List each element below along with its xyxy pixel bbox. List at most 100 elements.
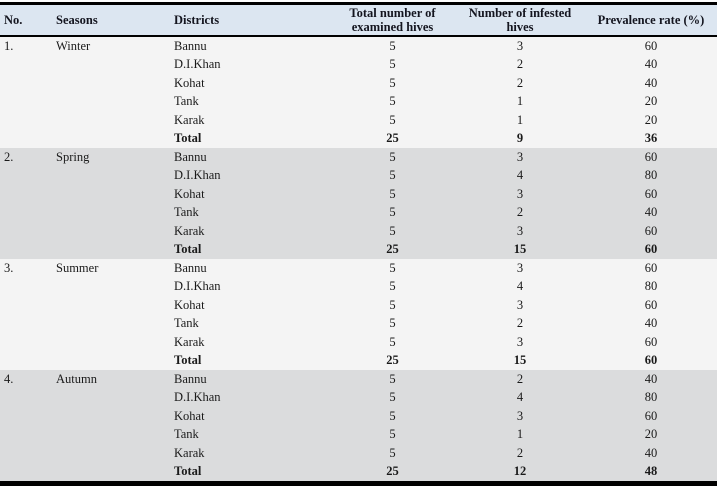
prevalence-rate-cell: 60 [585,407,717,426]
header-cell-examined-hives: Total number of examined hives [330,3,455,37]
season-cell: Spring [52,148,170,167]
table-row: Kohat 5 3 60 [0,296,717,315]
header-cell-districts: Districts [170,3,330,37]
table-row: 1. Winter Bannu 5 3 60 [0,36,717,56]
infested-hives-cell: 4 [455,166,585,185]
row-number-cell [0,222,52,241]
row-number-cell: 3. [0,259,52,278]
header-cell-seasons: Seasons [52,3,170,37]
row-number-cell [0,74,52,93]
row-number-cell [0,407,52,426]
season-cell [52,333,170,352]
prevalence-rate-cell: 20 [585,111,717,130]
infested-hives-cell: 1 [455,111,585,130]
season-cell [52,462,170,484]
examined-hives-cell: 5 [330,185,455,204]
total-infested-cell: 12 [455,462,585,484]
row-number-cell [0,388,52,407]
district-cell: Bannu [170,36,330,56]
examined-hives-cell: 5 [330,388,455,407]
examined-hives-cell: 5 [330,55,455,74]
row-number-cell [0,55,52,74]
district-cell: D.I.Khan [170,277,330,296]
table-row: Tank 5 2 40 [0,314,717,333]
season-cell [52,407,170,426]
season-cell [52,203,170,222]
examined-hives-cell: 5 [330,296,455,315]
infested-hives-cell: 1 [455,92,585,111]
examined-hives-cell: 5 [330,36,455,56]
examined-hives-cell: 5 [330,370,455,389]
row-number-cell [0,92,52,111]
examined-hives-cell: 5 [330,148,455,167]
season-cell [52,425,170,444]
district-cell: D.I.Khan [170,166,330,185]
total-examined-cell: 25 [330,351,455,370]
prevalence-rate-cell: 60 [585,36,717,56]
row-number-cell [0,240,52,259]
row-number-cell: 4. [0,370,52,389]
examined-hives-cell: 5 [330,166,455,185]
header-cell-no: No. [0,3,52,37]
district-cell: Karak [170,444,330,463]
season-cell [52,388,170,407]
season-cell: Autumn [52,370,170,389]
row-number-cell: 1. [0,36,52,56]
examined-hives-cell: 5 [330,259,455,278]
examined-hives-cell: 5 [330,222,455,241]
examined-hives-cell: 5 [330,333,455,352]
infested-hives-cell: 2 [455,55,585,74]
total-infested-cell: 9 [455,129,585,148]
total-prevalence-cell: 60 [585,351,717,370]
season-cell [52,92,170,111]
district-cell: Tank [170,314,330,333]
prevalence-rate-cell: 40 [585,370,717,389]
row-number-cell [0,203,52,222]
row-number-cell [0,314,52,333]
examined-hives-cell: 5 [330,203,455,222]
prevalence-rate-cell: 80 [585,166,717,185]
prevalence-rate-cell: 40 [585,55,717,74]
header-cell-prevalence-rate: Prevalence rate (%) [585,3,717,37]
prevalence-rate-cell: 40 [585,314,717,333]
season-cell [52,185,170,204]
table-row: Tank 5 2 40 [0,203,717,222]
total-prevalence-cell: 36 [585,129,717,148]
prevalence-rate-cell: 60 [585,222,717,241]
season-total-row: Total 25 15 60 [0,240,717,259]
prevalence-rate-cell: 80 [585,277,717,296]
table-row: Tank 5 1 20 [0,425,717,444]
infested-hives-cell: 3 [455,148,585,167]
infested-hives-cell: 3 [455,333,585,352]
infested-hives-cell: 2 [455,74,585,93]
infested-hives-cell: 2 [455,444,585,463]
total-infested-cell: 15 [455,351,585,370]
total-label-cell: Total [170,240,330,259]
infested-hives-cell: 1 [455,425,585,444]
table-row: 3. Summer Bannu 5 3 60 [0,259,717,278]
season-cell [52,240,170,259]
infested-hives-cell: 2 [455,203,585,222]
total-label-cell: Total [170,129,330,148]
season-total-row: Total 25 9 36 [0,129,717,148]
district-cell: D.I.Khan [170,388,330,407]
row-number-cell [0,277,52,296]
table-row: D.I.Khan 5 4 80 [0,388,717,407]
row-number-cell [0,185,52,204]
district-cell: Karak [170,333,330,352]
district-cell: Tank [170,425,330,444]
prevalence-rate-cell: 40 [585,444,717,463]
prevalence-rate-cell: 60 [585,296,717,315]
season-cell [52,74,170,93]
table-row: Kohat 5 3 60 [0,185,717,204]
prevalence-rate-cell: 40 [585,203,717,222]
total-examined-cell: 25 [330,240,455,259]
district-cell: Tank [170,203,330,222]
examined-hives-cell: 5 [330,444,455,463]
total-examined-cell: 25 [330,129,455,148]
district-cell: Kohat [170,185,330,204]
infested-hives-cell: 3 [455,185,585,204]
examined-hives-cell: 5 [330,407,455,426]
